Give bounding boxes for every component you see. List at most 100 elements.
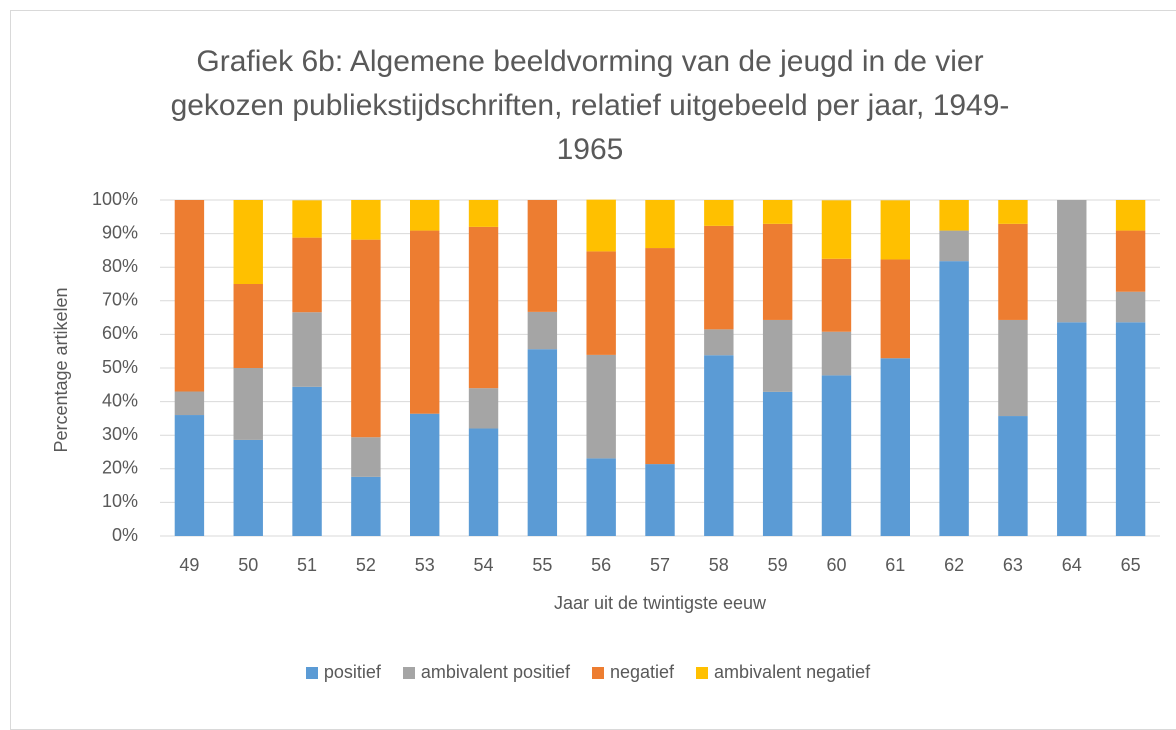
bar-segment — [586, 354, 616, 459]
y-tick-label: 0% — [112, 525, 138, 545]
x-tick-label: 60 — [826, 555, 846, 575]
bar-segment — [821, 200, 852, 259]
bar-segment — [586, 251, 616, 355]
y-tick-label: 40% — [102, 390, 138, 410]
bar-segment — [410, 230, 440, 414]
bar-segment — [998, 223, 1028, 320]
bar-segment — [174, 415, 205, 536]
bar-segment — [233, 284, 263, 368]
bar-segment — [645, 464, 675, 536]
legend: positief ambivalent positief negatief ambiv… — [0, 662, 1176, 683]
y-tick-label: 20% — [102, 458, 138, 478]
legend-label: ambivalent positief — [420, 662, 570, 682]
y-tick-label: 30% — [102, 424, 138, 444]
bar-segment — [292, 200, 322, 238]
bar-segment — [351, 239, 381, 438]
y-tick-label: 100% — [92, 189, 138, 209]
bar-segment — [998, 416, 1028, 536]
x-tick-label: 57 — [650, 555, 670, 575]
chart: Percentage artikelen Jaar uit de twintig… — [51, 189, 1160, 613]
x-tick-label: 53 — [415, 555, 435, 575]
bar-segment — [292, 386, 322, 536]
x-tick-label: 65 — [1121, 555, 1141, 575]
legend-label: negatief — [609, 662, 675, 682]
bar-segment — [762, 223, 793, 320]
legend-swatch — [591, 666, 604, 679]
y-tick-label: 80% — [102, 256, 138, 276]
x-tick-label: 49 — [179, 555, 199, 575]
y-tick-label: 70% — [102, 290, 138, 310]
bar-segment — [939, 200, 969, 231]
bar-segment — [880, 200, 910, 260]
x-axis-label: Jaar uit de twintigste eeuw — [554, 593, 767, 613]
bar-segment — [880, 259, 910, 359]
bar-segment — [586, 199, 616, 252]
legend-item: ambivalent negatief — [696, 662, 870, 683]
bar-segment — [1115, 322, 1146, 536]
x-tick-label: 62 — [944, 555, 964, 575]
bar-segment — [762, 319, 793, 392]
x-tick-label: 61 — [885, 555, 905, 575]
bar-segment — [174, 200, 205, 392]
bar-segment — [821, 258, 852, 332]
y-tick-label: 90% — [102, 222, 138, 242]
bar-segment — [233, 368, 263, 440]
bar-segment — [468, 388, 499, 429]
bar-segment — [704, 225, 734, 330]
bar-segment — [998, 319, 1028, 417]
x-tick-label: 59 — [768, 555, 788, 575]
x-tick-label: 56 — [591, 555, 611, 575]
bar-segment — [351, 476, 381, 536]
legend-swatch — [402, 666, 415, 679]
bar-segment — [468, 226, 499, 389]
bar-segment — [292, 312, 322, 387]
x-tick-label: 64 — [1062, 555, 1082, 575]
bar-segment — [527, 311, 558, 350]
bar-segment — [821, 331, 852, 376]
bar-segment — [1115, 230, 1146, 292]
bar-segment — [1057, 200, 1087, 323]
bar-segment — [704, 200, 734, 226]
y-axis-label: Percentage artikelen — [51, 287, 71, 452]
y-tick-label: 60% — [102, 323, 138, 343]
bar-segment — [233, 200, 263, 284]
bar-segment — [880, 358, 910, 536]
bar-segment — [410, 200, 440, 231]
x-tick-label: 51 — [297, 555, 317, 575]
bar-segment — [468, 428, 499, 536]
bar-segment — [1115, 200, 1146, 231]
y-tick-label: 10% — [102, 491, 138, 511]
bar-segment — [939, 230, 969, 262]
legend-label: ambivalent negatief — [714, 662, 871, 682]
bar-segment — [586, 458, 616, 536]
bar-segment — [292, 237, 322, 313]
bar-segment — [762, 200, 793, 224]
x-tick-label: 50 — [238, 555, 258, 575]
x-tick-label: 55 — [532, 555, 552, 575]
x-tick-label: 52 — [356, 555, 376, 575]
bar-segment — [821, 375, 852, 536]
bar-segment — [645, 200, 675, 249]
bar-segment — [704, 329, 734, 356]
x-tick-label: 58 — [709, 555, 729, 575]
bar-segment — [1057, 322, 1087, 536]
bar-segment — [527, 349, 558, 536]
bar-segment — [468, 200, 499, 227]
page: Grafiek 6b: Algemene beeldvorming van de… — [0, 10, 1176, 730]
bar-segment — [939, 261, 969, 536]
legend-item: negatief — [591, 662, 675, 683]
bar-segment — [174, 391, 205, 416]
bar-segment — [704, 355, 734, 536]
legend-item: ambivalent positief — [402, 662, 570, 683]
bar-segment — [762, 391, 793, 536]
legend-item: positief — [305, 662, 381, 683]
legend-swatch — [305, 666, 318, 679]
x-tick-label: 63 — [1003, 555, 1023, 575]
bar-segment — [1115, 291, 1146, 323]
legend-label: positief — [323, 662, 381, 682]
bar-segment — [351, 437, 381, 477]
bar-segment — [410, 413, 440, 536]
bar-segment — [998, 200, 1028, 224]
bar-segment — [233, 439, 263, 536]
chart-title: Grafiek 6b: Algemene beeldvorming van de… — [170, 45, 1010, 166]
